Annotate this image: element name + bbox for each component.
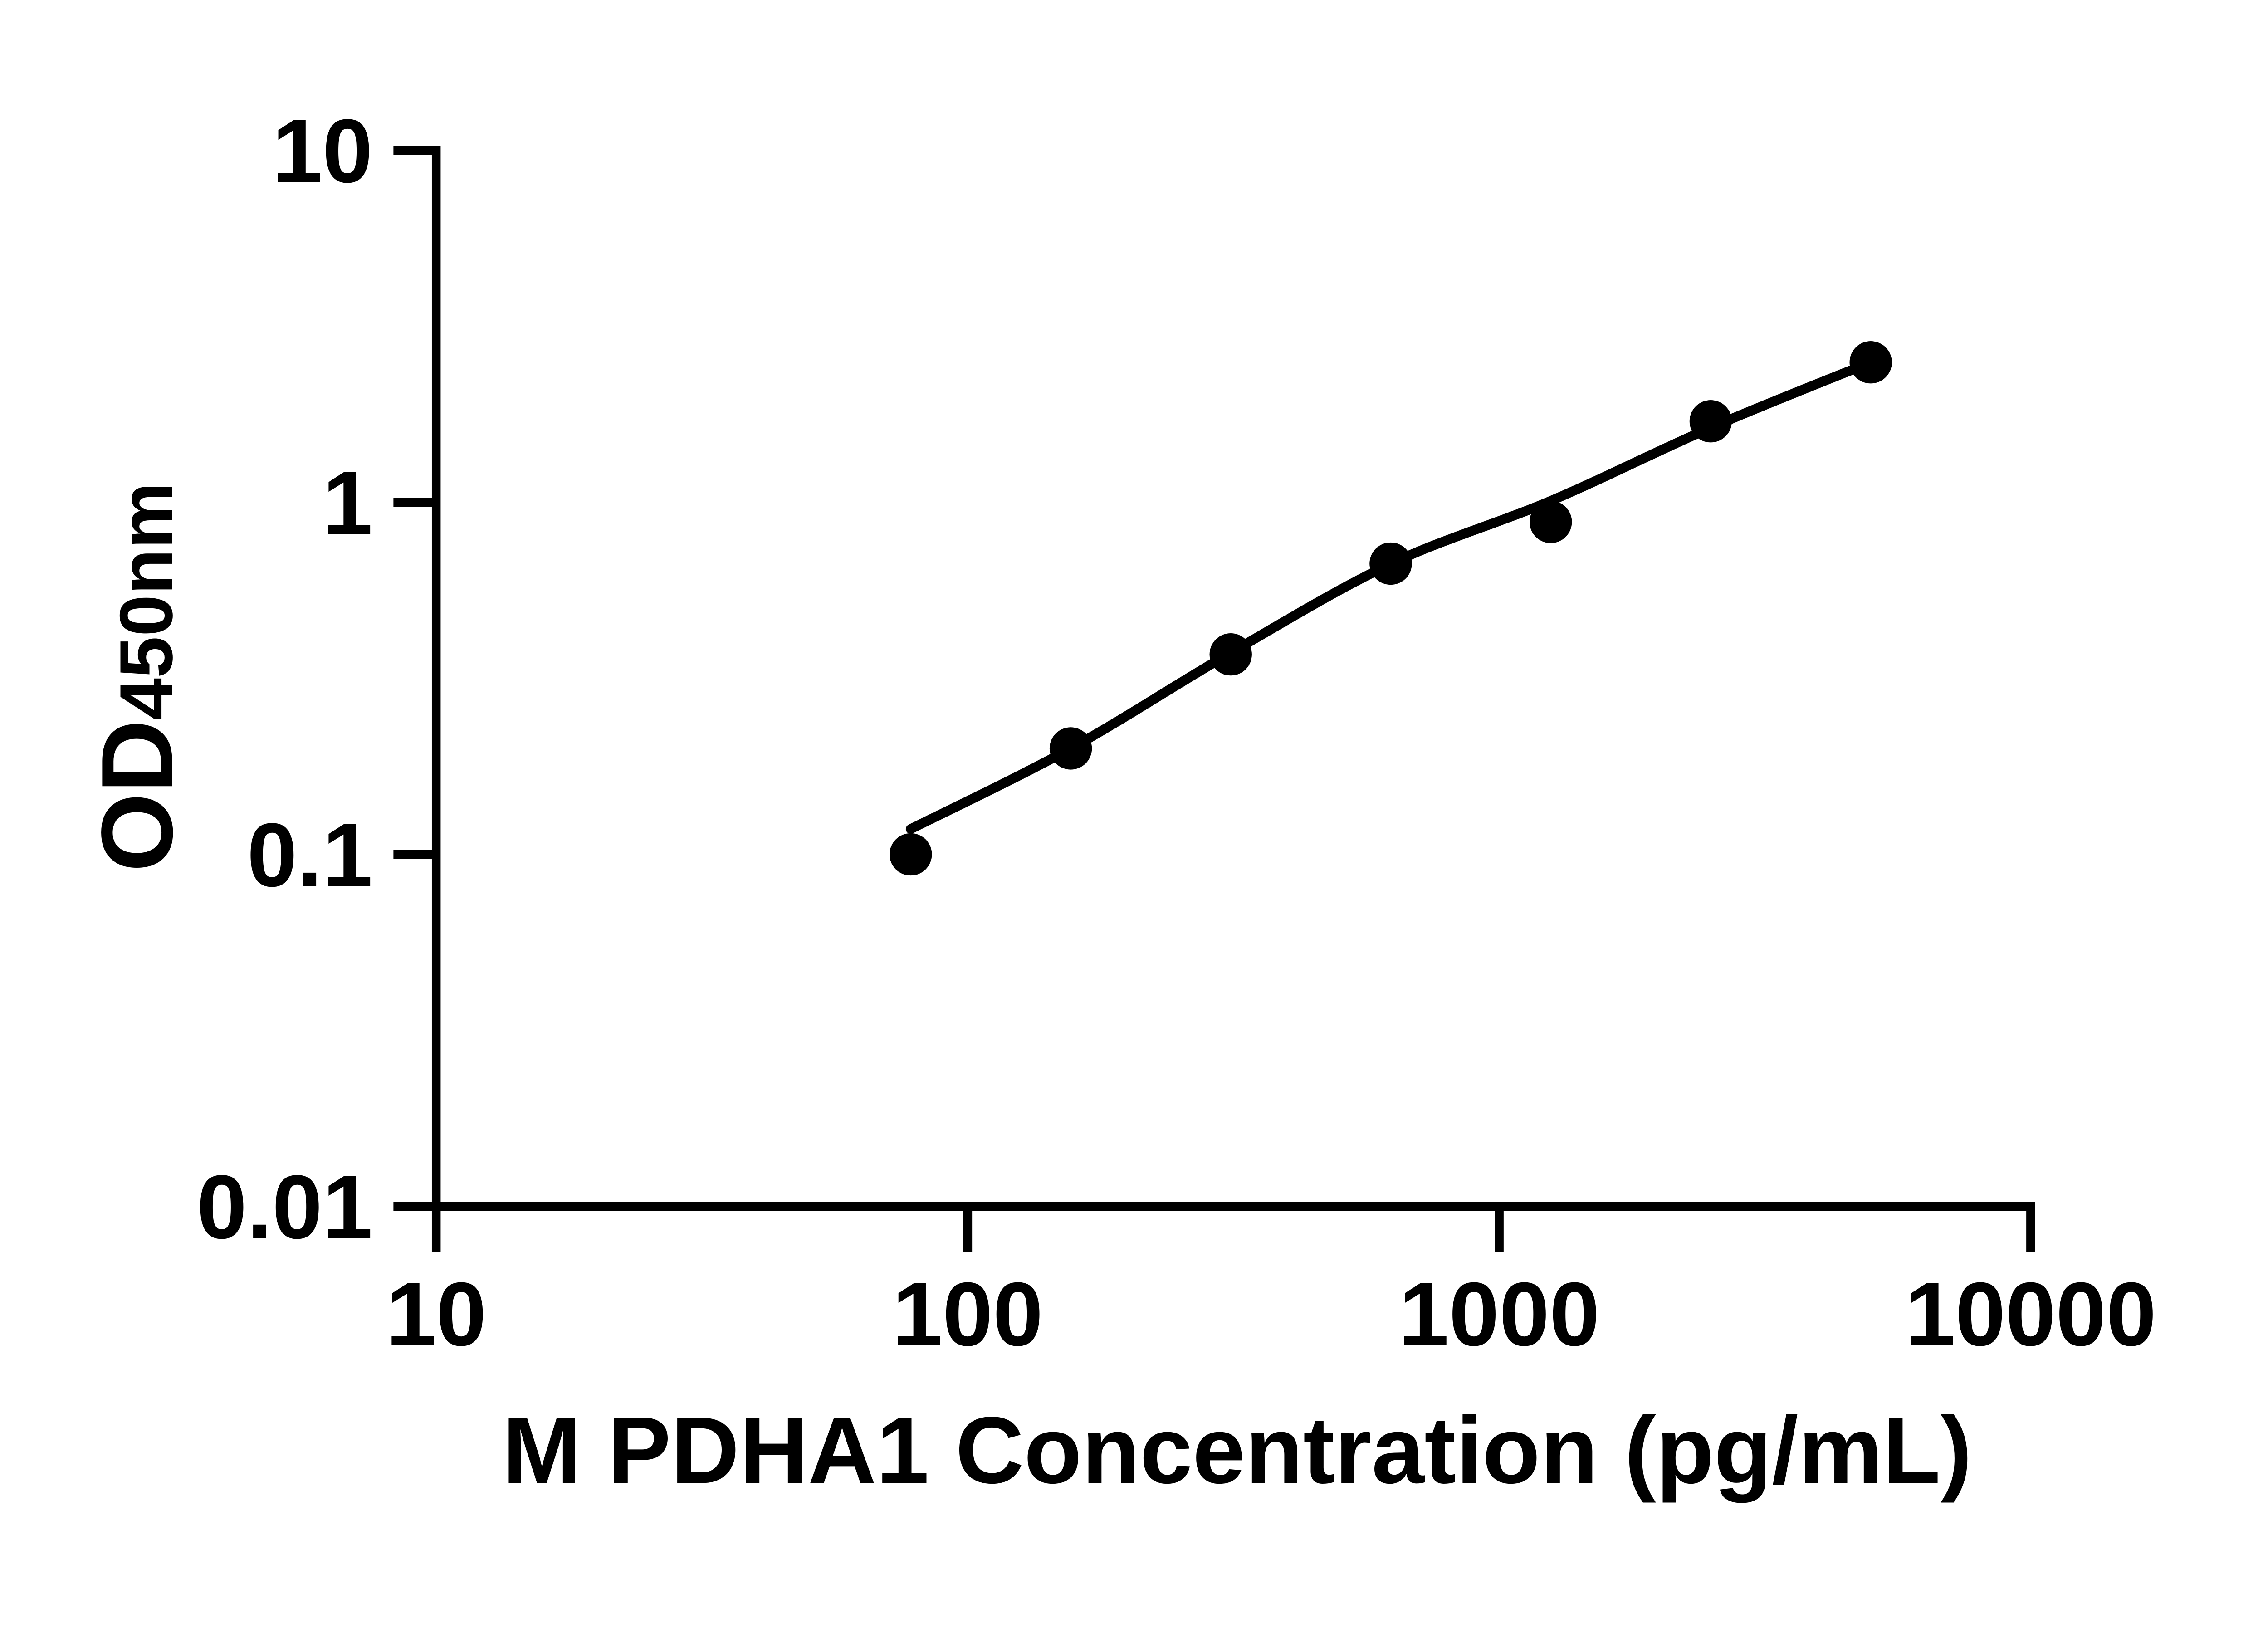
data-point-marker: [1530, 500, 1572, 543]
y-axis-tick-label: 0.01: [197, 1157, 373, 1257]
y-axis-tick-label: 10: [272, 101, 373, 202]
data-point-marker: [1689, 400, 1732, 443]
standard-curve-plot: 0.01 0.1 1 10 10 100 1000 10000 M PDHA1 Concent…: [81, 101, 2156, 1504]
axis-tick-labels: 0.01 0.1 1 10 10 100 1000 10000: [197, 101, 2156, 1365]
data-point-marker: [1849, 341, 1892, 384]
elisa-standard-curve-figure: 0.01 0.1 1 10 10 100 1000 10000 M PDHA1 Concent…: [81, 101, 2157, 1504]
y-axis-tick-label: 0.1: [247, 805, 373, 906]
data-point-marker: [890, 833, 932, 876]
x-axis-tick-label: 100: [892, 1264, 1043, 1365]
x-axis-tick-label: 10000: [1905, 1264, 2156, 1365]
x-axis-title: M PDHA1 Concentration (pg/mL): [502, 1398, 1972, 1503]
y-axis-tick-label: 1: [323, 453, 373, 554]
axis-ticks: [393, 146, 2035, 1252]
y-axis-title: OD450nm: [81, 482, 194, 872]
x-axis-tick-label: 1000: [1398, 1264, 1599, 1365]
data-point-marker: [1049, 727, 1092, 770]
y-axis-title-main: OD: [81, 720, 194, 872]
data-point-marker: [1369, 542, 1412, 585]
plot-axes: [431, 146, 2035, 1211]
x-axis-tick-label: 10: [386, 1264, 487, 1365]
data-points-group: [890, 341, 1892, 876]
y-axis-title-sub: 450nm: [104, 482, 188, 720]
data-point-marker: [1209, 633, 1252, 676]
